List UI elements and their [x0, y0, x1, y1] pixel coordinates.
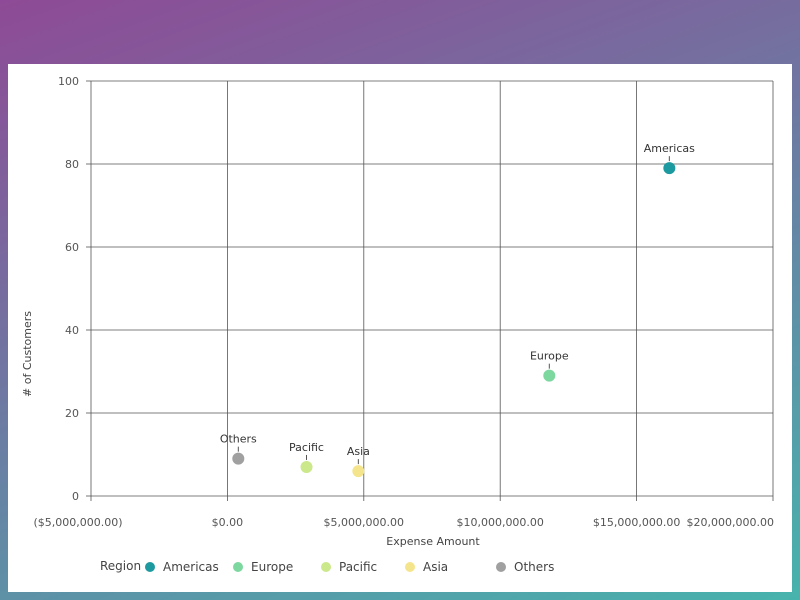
point-label: Others — [220, 433, 257, 446]
gridlines — [90, 80, 774, 501]
chart-card: ($5,000,000.00) $0.00 $5,000,000.00 $10,000… — [8, 64, 792, 592]
y-axis-ticks: 0 20 40 60 80 100 — [58, 75, 91, 503]
legend-marker-asia — [405, 562, 415, 572]
legend-label: Americas — [163, 560, 219, 574]
legend-marker-pacific — [321, 562, 331, 572]
x-tick-label: ($5,000,000.00) — [33, 516, 122, 529]
scatter-chart: ($5,000,000.00) $0.00 $5,000,000.00 $10,000… — [21, 75, 774, 574]
data-point-asia[interactable] — [352, 465, 365, 478]
legend-title: Region — [100, 559, 141, 573]
y-tick-label: 60 — [65, 241, 79, 254]
x-tick-label: $0.00 — [212, 516, 244, 529]
x-tick-label: $15,000,000.00 — [593, 516, 680, 529]
x-axis-title: Expense Amount — [386, 535, 480, 548]
x-tick-label: $20,000,000.00 — [687, 516, 774, 529]
legend-marker-others — [496, 562, 506, 572]
point-label: Asia — [347, 445, 370, 458]
legend: Region Americas Europe Pacific Asia Others — [100, 559, 554, 574]
y-tick-label: 80 — [65, 158, 79, 171]
x-tick-label: $10,000,000.00 — [456, 516, 543, 529]
x-axis-ticks: ($5,000,000.00) $0.00 $5,000,000.00 $10,000… — [33, 516, 774, 529]
data-point-others[interactable] — [232, 452, 245, 465]
legend-marker-europe — [233, 562, 243, 572]
y-tick-label: 20 — [65, 407, 79, 420]
y-tick-label: 100 — [58, 75, 79, 88]
data-points: Americas Europe Pacific Asia Others — [220, 142, 695, 478]
data-point-americas[interactable] — [663, 162, 676, 175]
legend-label: Asia — [423, 560, 448, 574]
y-tick-label: 0 — [72, 490, 79, 503]
point-label: Americas — [644, 142, 695, 155]
legend-label: Europe — [251, 560, 293, 574]
legend-label: Pacific — [339, 560, 377, 574]
y-tick-label: 40 — [65, 324, 79, 337]
data-point-europe[interactable] — [543, 369, 556, 382]
point-label: Pacific — [289, 441, 324, 454]
point-label: Europe — [530, 350, 569, 363]
y-axis-title: # of Customers — [21, 311, 34, 397]
legend-marker-americas — [145, 562, 155, 572]
data-point-pacific[interactable] — [300, 460, 313, 473]
legend-label: Others — [514, 560, 554, 574]
x-tick-label: $5,000,000.00 — [324, 516, 404, 529]
